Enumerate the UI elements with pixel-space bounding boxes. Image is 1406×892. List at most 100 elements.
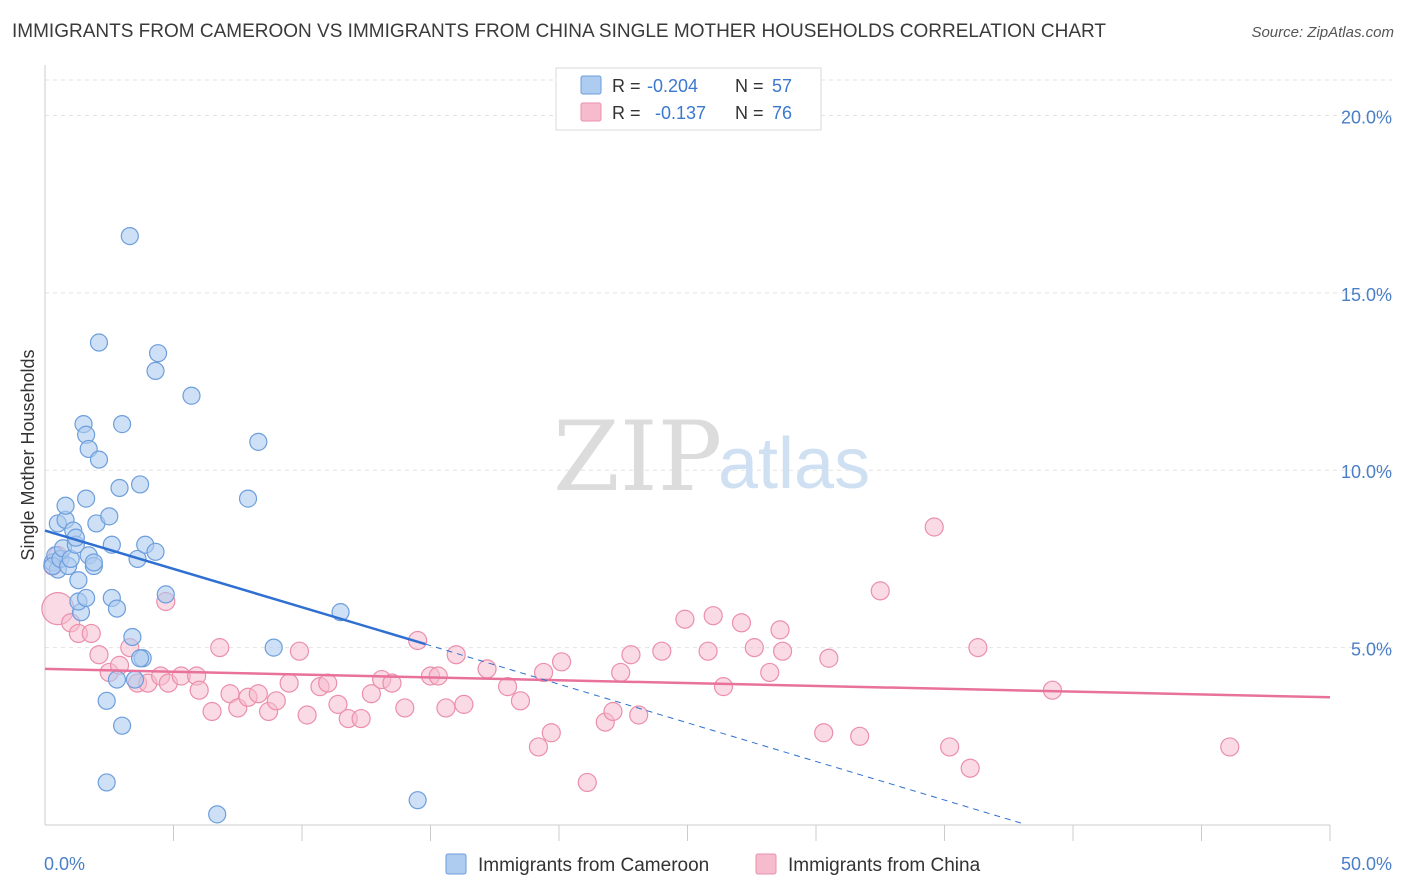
china-point [621, 645, 641, 665]
china-point [533, 662, 554, 683]
x-tick-labels: 0.0% 50.0% [44, 854, 1392, 874]
china-point [328, 694, 348, 714]
china-point [744, 638, 764, 658]
china-point [477, 659, 497, 679]
china-series-swatch [755, 853, 777, 875]
china-point [89, 645, 109, 665]
cameroon-point [112, 716, 132, 735]
cameroon-point [107, 670, 127, 689]
cameroon-point [89, 450, 109, 469]
watermark-atlas: atlas [718, 424, 870, 504]
china-point [446, 645, 466, 665]
china-point [351, 708, 371, 729]
cameroon-r-value: -0.204 [647, 76, 698, 96]
cameroon-point [146, 542, 165, 561]
china-point [528, 737, 549, 757]
china-point [541, 723, 561, 743]
cameroon-n-value: 57 [772, 76, 792, 96]
china-point [960, 758, 980, 778]
cameroon-series-label: Immigrants from Cameroon [478, 855, 709, 876]
cameroon-point [77, 588, 96, 608]
china-point [577, 772, 597, 793]
cameroon-point [69, 571, 88, 590]
x-tick-label: 0.0% [44, 854, 85, 874]
china-point [318, 673, 338, 693]
series-legend: Immigrants from Cameroon Immigrants from… [445, 853, 981, 876]
cameroon-point [182, 386, 201, 405]
china-point [454, 694, 474, 714]
cameroon-point [110, 478, 129, 498]
china-point [760, 662, 780, 683]
china-points [41, 517, 1240, 793]
cameroon-point [112, 415, 132, 434]
china-r-label: R = [612, 103, 641, 123]
china-point [279, 673, 299, 693]
china-point [675, 609, 695, 629]
stats-legend: R = -0.204 N = 57 R = -0.137 N = 76 [555, 67, 822, 131]
china-point [202, 701, 222, 722]
china-trend-line [44, 667, 1331, 699]
cameroon-trend-extension [425, 643, 1022, 824]
china-point [436, 698, 456, 718]
china-n-value: 76 [772, 103, 792, 123]
china-point [924, 517, 944, 537]
china-point [698, 641, 718, 661]
china-point [770, 620, 790, 640]
cameroon-point [107, 599, 127, 618]
china-point [297, 705, 317, 725]
china-point [819, 648, 839, 668]
china-point [870, 581, 890, 601]
cameroon-point [249, 432, 268, 451]
china-point [81, 623, 101, 644]
y-tick-label: 10.0% [1341, 462, 1392, 482]
china-point [382, 673, 402, 693]
cameroon-point [130, 475, 150, 494]
china-n-label: N = [735, 103, 764, 123]
cameroon-point [148, 344, 168, 363]
china-point [189, 680, 209, 700]
china-point [731, 613, 752, 633]
y-tick-label: 15.0% [1341, 285, 1392, 305]
cameroon-r-label: R = [612, 76, 641, 96]
cameroon-point [77, 489, 96, 508]
china-legend-swatch [580, 102, 602, 122]
china-r-value: -0.137 [655, 103, 706, 123]
cameroon-point [97, 773, 116, 792]
cameroon-point [89, 333, 109, 352]
chart-title: IMMIGRANTS FROM CAMEROON VS IMMIGRANTS F… [12, 21, 1106, 42]
china-point [850, 726, 870, 746]
china-point [652, 641, 672, 661]
y-tick-label: 5.0% [1351, 640, 1392, 660]
cameroon-series-swatch [445, 853, 467, 875]
cameroon-point [56, 496, 75, 515]
grid-lines [45, 79, 1392, 649]
cameroon-point [156, 585, 175, 604]
china-point [248, 684, 268, 704]
y-tick-labels: 5.0% 10.0% 15.0% 20.0% [1341, 107, 1392, 659]
cameroon-point [408, 791, 427, 810]
cameroon-point [208, 805, 227, 824]
china-point [713, 677, 734, 697]
cameroon-point [238, 489, 258, 508]
china-point [1220, 737, 1240, 757]
china-point [510, 691, 531, 711]
trend-lines [44, 529, 1331, 824]
china-point [395, 698, 415, 718]
x-tick-label: 50.0% [1341, 854, 1392, 874]
cameroon-legend-swatch [580, 75, 602, 95]
china-point [498, 677, 518, 697]
cameroon-trend-line [44, 529, 426, 646]
china-point [210, 638, 230, 658]
watermark-zip: ZIP [553, 401, 722, 513]
cameroon-point [97, 691, 116, 710]
watermark: ZIP atlas [553, 401, 870, 513]
china-point [703, 606, 723, 626]
y-axis-label: Single Mother Households [18, 349, 38, 560]
china-point [968, 638, 988, 658]
cameroon-n-label: N = [735, 76, 764, 96]
china-point [772, 641, 793, 661]
china-series-label: Immigrants from China [788, 855, 981, 876]
cameroon-point [100, 507, 119, 526]
cameroon-point [120, 226, 139, 246]
